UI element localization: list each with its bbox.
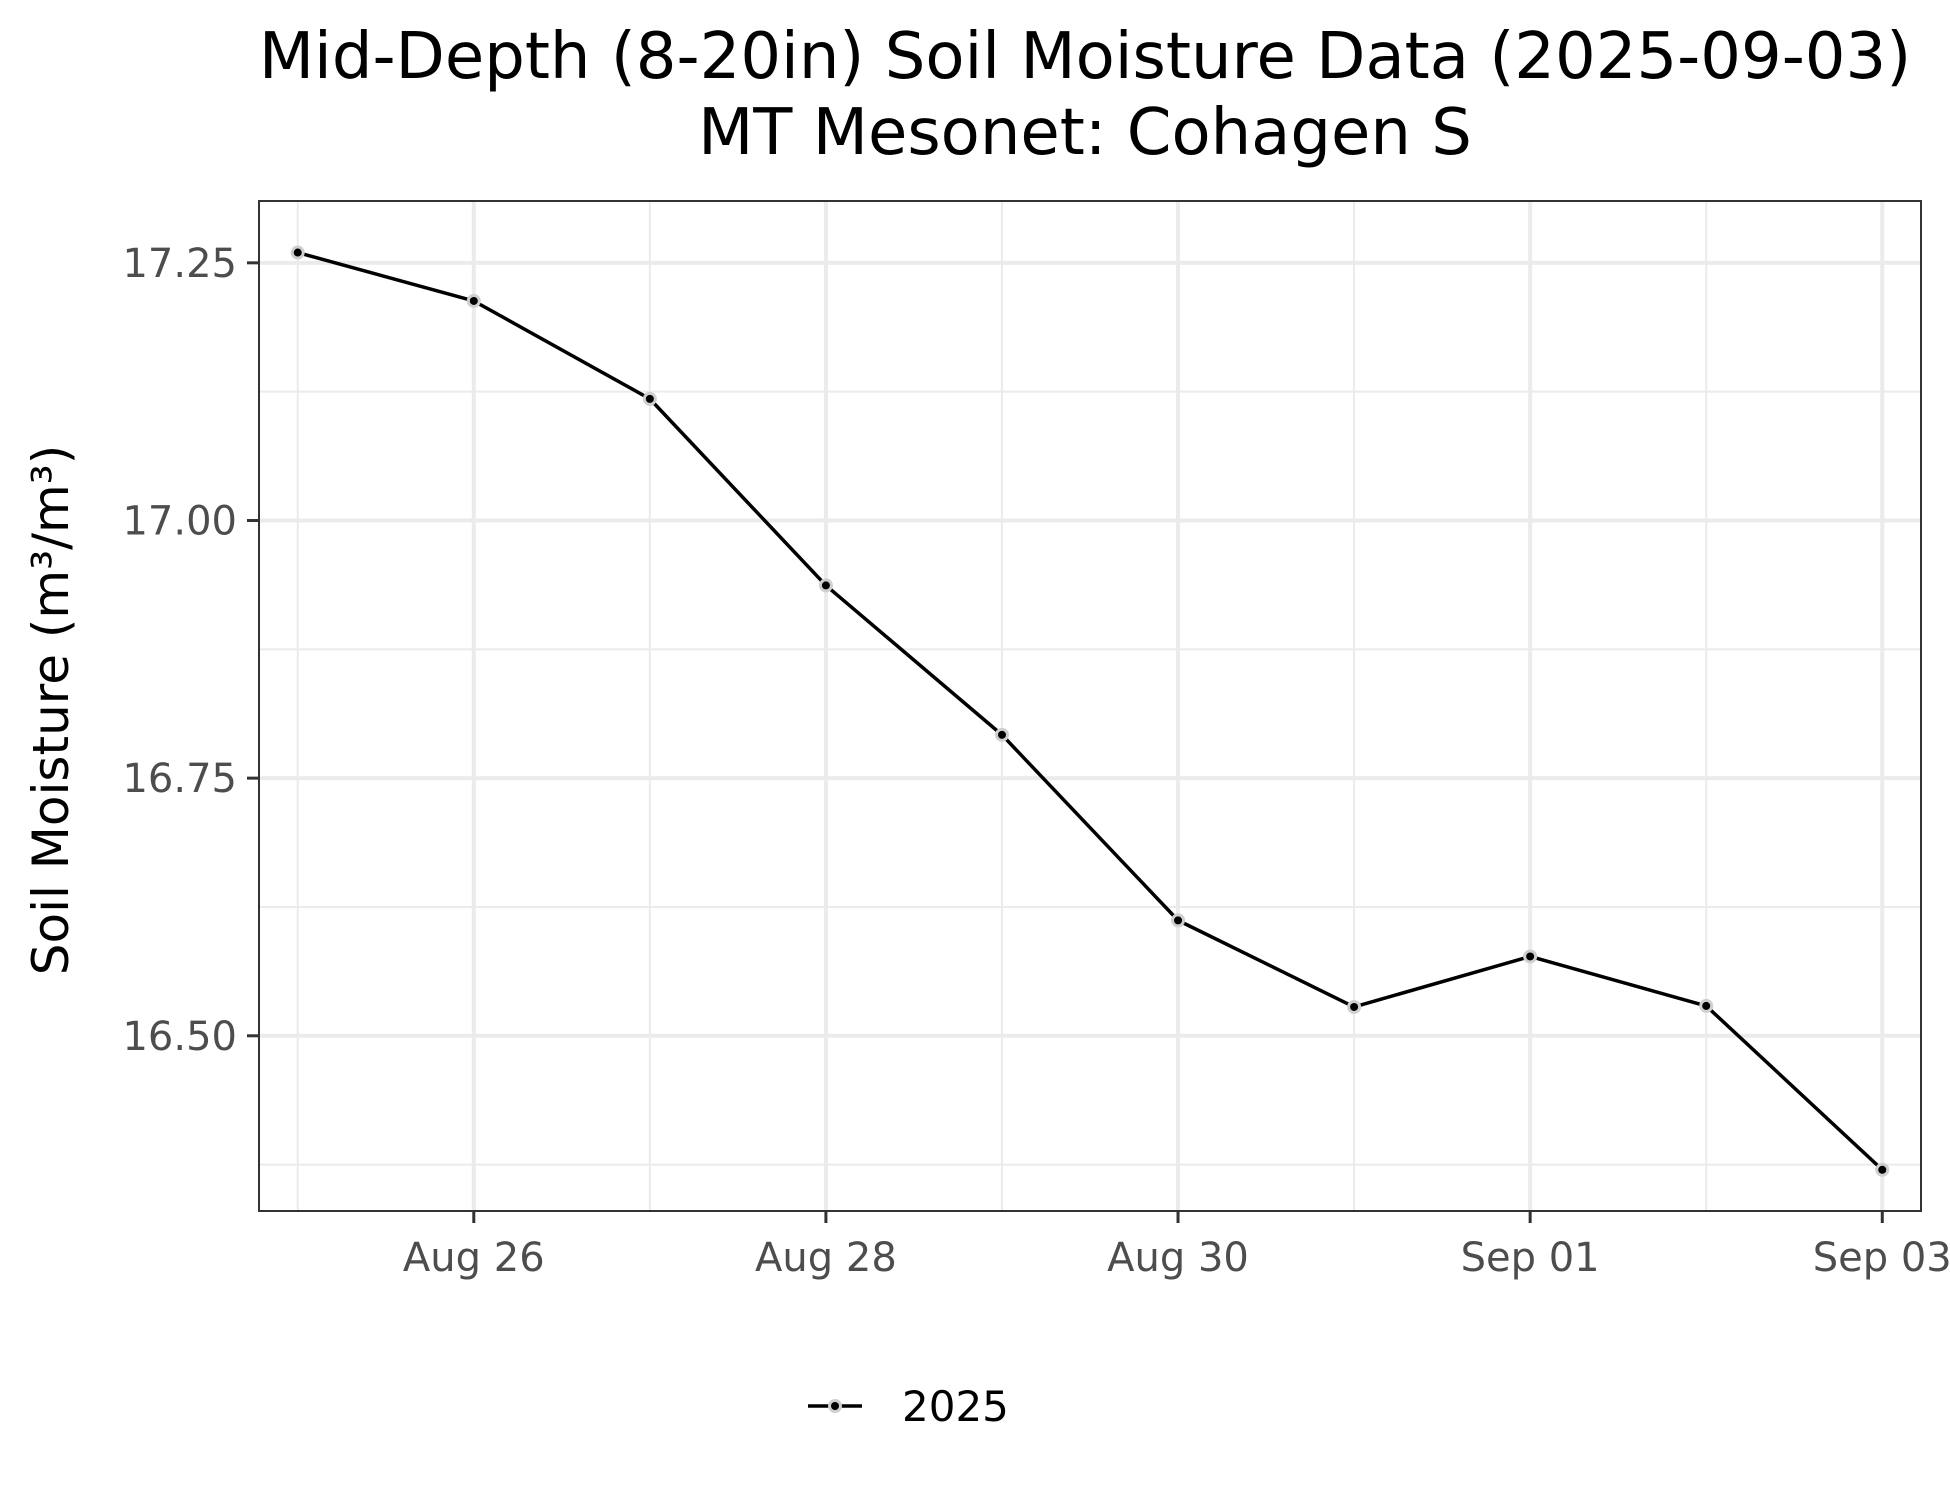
data-point (821, 581, 830, 590)
x-tick-label: Sep 03 (1813, 1235, 1950, 1281)
panel-border (258, 200, 1922, 1212)
x-tick-label: Aug 30 (1107, 1235, 1249, 1281)
data-point (1878, 1165, 1887, 1174)
data-point (645, 394, 654, 403)
y-tick-label: 16.50 (122, 1014, 237, 1060)
data-point (1174, 916, 1183, 925)
chart-title: Mid-Depth (8-20in) Soil Moisture Data (2… (259, 20, 1911, 94)
data-point (469, 296, 478, 305)
data-point (1526, 952, 1535, 961)
series-line-2025 (297, 250, 1884, 1172)
data-point (1350, 1002, 1359, 1011)
data-point (293, 248, 302, 257)
minor-gridlines (259, 201, 1921, 1211)
plot-area (290, 245, 1890, 1177)
legend-key-point (831, 1402, 839, 1410)
legend-label: 2025 (902, 1382, 1009, 1431)
x-tick-label: Aug 28 (755, 1235, 897, 1281)
y-tick-label: 17.25 (122, 241, 237, 287)
axes: 16.50 16.75 17.00 17.25 Aug 26 Aug 28 Aug 30 Se… (122, 241, 1950, 1281)
major-gridlines (259, 201, 1921, 1211)
x-tick-label: Aug 26 (403, 1235, 545, 1281)
chart-subtitle: MT Mesonet: Cohagen S (698, 96, 1472, 170)
y-axis-title: Soil Moisture (m³/m³) (22, 445, 80, 975)
y-tick-label: 16.75 (122, 756, 237, 802)
y-tick-label: 17.00 (122, 498, 237, 544)
legend: 2025 (808, 1382, 1009, 1431)
data-point (997, 730, 1006, 739)
data-point (1702, 1001, 1711, 1010)
x-tick-label: Sep 01 (1461, 1235, 1600, 1281)
